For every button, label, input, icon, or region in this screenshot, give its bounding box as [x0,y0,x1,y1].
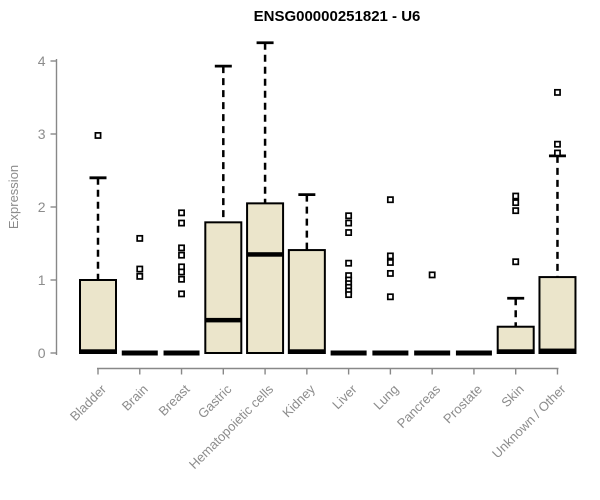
outlier-point [136,272,144,280]
box-body [204,221,243,354]
flat-box-bar [163,350,200,356]
outlier-point [386,196,394,204]
flat-box-bar [372,350,409,356]
outlier-point [554,88,561,96]
outlier-point [178,219,185,227]
outlier-point [386,293,394,301]
x-tick-label: Lung [370,382,401,413]
outlier-point [554,149,561,157]
outlier-point [178,268,185,276]
median-line [247,252,284,257]
x-tick-label: Breast [155,381,192,418]
x-tick-label: Skin [498,382,526,410]
box-body [246,202,285,354]
outlier-point [554,140,561,148]
flat-box-bar [121,350,158,356]
outlier-point [386,269,394,277]
median-line [497,349,534,354]
outlier-point [345,219,353,227]
y-tick-label: 3 [38,126,46,142]
outlier-point [178,251,185,259]
outlier-point [136,265,144,273]
outlier-point [178,244,185,252]
flat-box-bar [414,350,451,356]
outlier-point [512,192,520,200]
outlier-point [136,234,144,242]
x-tick-label: Unknown / Other [489,381,569,461]
box-body [79,279,117,354]
y-tick-label: 4 [38,53,46,69]
y-tick-label: 1 [38,272,46,288]
x-tick-label: Pancreas [394,381,444,431]
outlier-point [345,291,353,299]
outlier-point [178,290,185,298]
flat-box-bar [330,350,367,356]
median-line [288,349,325,354]
outlier-point [428,271,436,279]
outlier-point [178,209,185,217]
y-tick-label: 0 [38,345,46,361]
median-line [80,349,116,354]
outlier-point [345,229,353,236]
outlier-point [512,207,520,215]
median-line [205,317,242,323]
outlier-point [386,259,394,266]
x-tick-label: Liver [329,381,360,412]
outlier-point [345,212,353,220]
y-tick-label: 2 [38,199,46,215]
chart-title: ENSG00000251821 - U6 [253,8,421,25]
x-tick-label: Gastric [195,381,235,421]
outlier-point [512,199,520,207]
box-body [287,249,326,355]
outlier-point [178,275,185,283]
y-axis-label: Expression [6,164,21,230]
x-tick-label: Kidney [279,381,318,420]
outlier-point [386,252,394,260]
x-tick-label: Brain [119,382,151,414]
median-line [539,348,576,354]
outlier-point [94,132,102,139]
outlier-point [512,258,520,266]
x-tick-label: Prostate [440,382,485,427]
box-body [496,325,535,355]
flat-box-bar [455,350,492,356]
box-body [538,276,577,354]
x-tick-label: Bladder [67,381,110,424]
outlier-point [345,259,353,267]
